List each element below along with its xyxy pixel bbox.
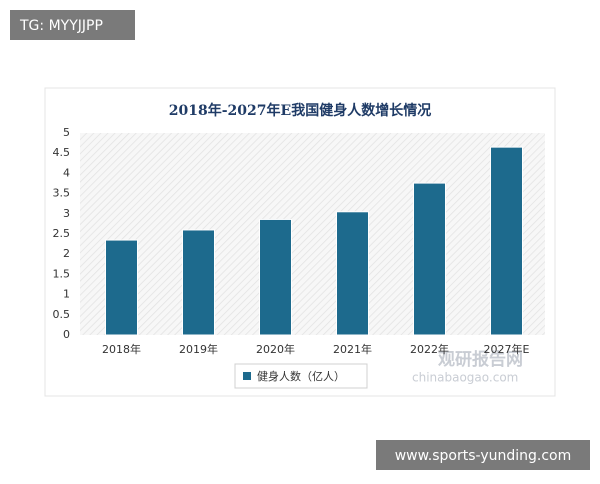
legend xyxy=(234,363,368,389)
watermark: 观研报告网 xyxy=(437,349,523,370)
plot-area xyxy=(80,133,545,335)
legend-label: 健身人数（亿人） xyxy=(257,369,345,383)
y-tick-label: 3.5 xyxy=(53,187,71,200)
bar xyxy=(182,229,215,336)
watermark: chinabaogao.com xyxy=(412,371,518,385)
bar xyxy=(413,182,446,336)
y-tick-label: 4.5 xyxy=(53,146,71,159)
x-tick-label: 2022年 xyxy=(410,342,449,356)
x-tick-label: 2018年 xyxy=(102,342,141,356)
y-tick-label: 1.5 xyxy=(53,267,71,280)
bar xyxy=(336,211,369,336)
bar xyxy=(259,218,292,336)
y-tick-label: 2.5 xyxy=(53,227,71,240)
y-tick-label: 0 xyxy=(63,328,70,341)
watermark-box xyxy=(376,440,590,470)
legend-marker xyxy=(243,372,251,380)
y-tick-label: 5 xyxy=(63,126,70,139)
watermark: TG: MYYJJPP xyxy=(19,18,103,34)
x-tick-label: 2019年 xyxy=(179,342,218,356)
watermark: www.sports-yunding.com xyxy=(395,448,572,464)
x-tick-label: 2020年 xyxy=(256,342,295,356)
chart-title: 2018年-2027年E我国健身人数增长情况 xyxy=(169,102,431,119)
legend-frame xyxy=(234,363,368,389)
y-tick-label: 2 xyxy=(63,247,70,260)
bar xyxy=(105,239,138,336)
y-tick-label: 4 xyxy=(63,166,70,179)
bar xyxy=(490,146,523,336)
y-tick-label: 3 xyxy=(63,207,70,220)
x-tick-label: 2021年 xyxy=(333,342,372,356)
watermark-box xyxy=(10,10,135,40)
y-tick-label: 0.5 xyxy=(53,308,71,321)
x-tick-label: 2027年E xyxy=(484,342,530,356)
y-tick-label: 1 xyxy=(63,288,70,301)
